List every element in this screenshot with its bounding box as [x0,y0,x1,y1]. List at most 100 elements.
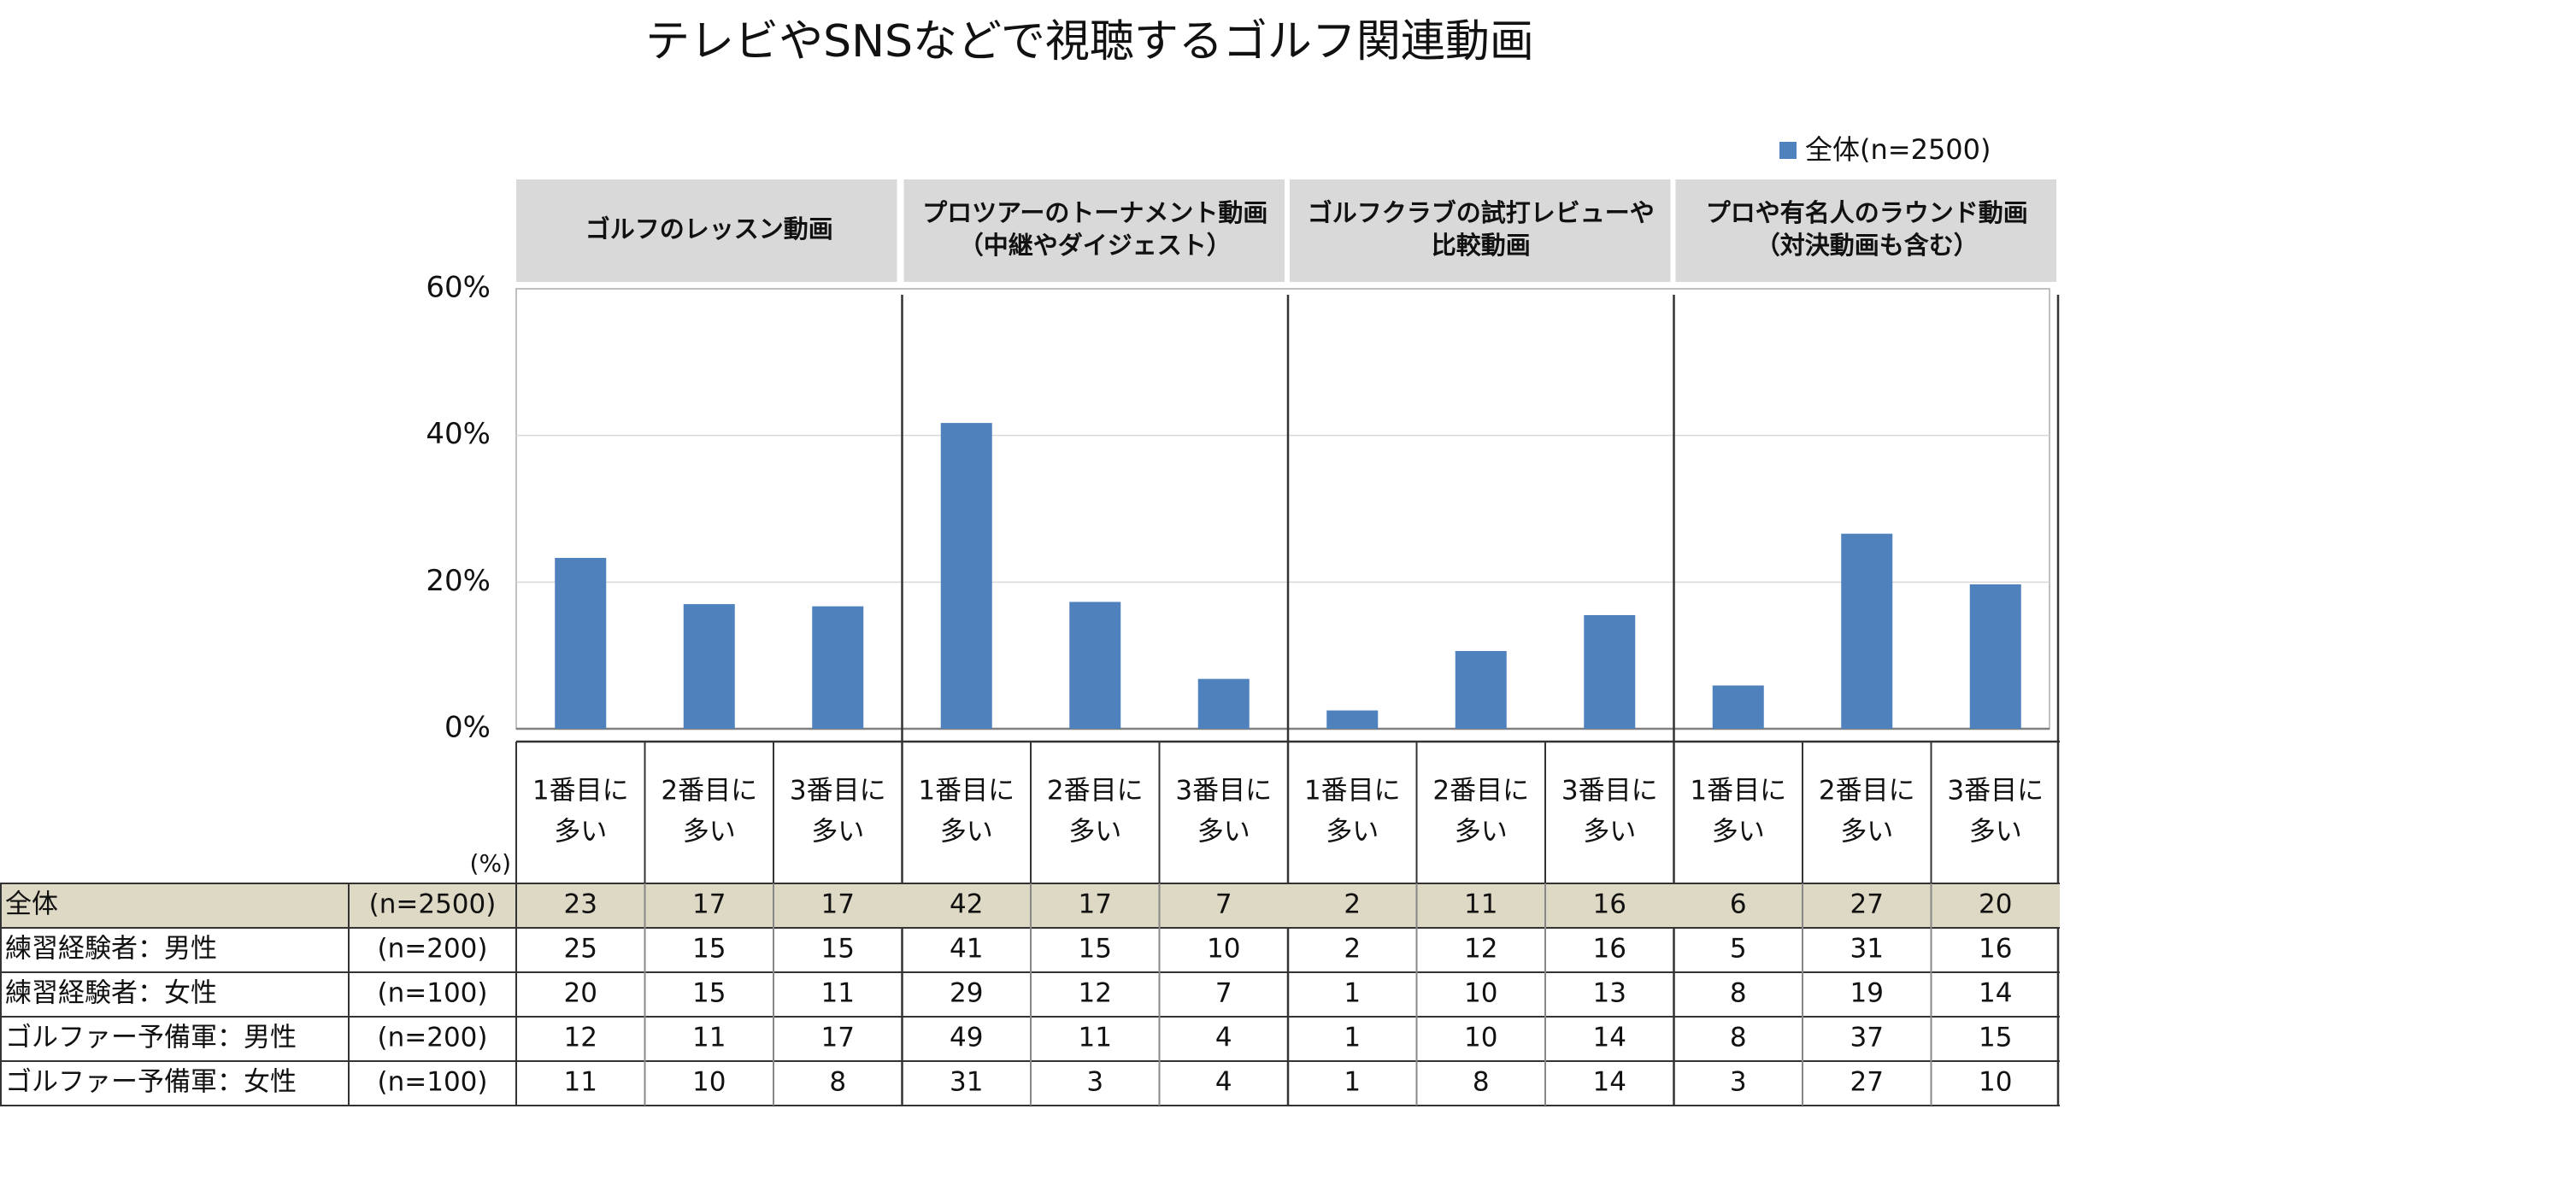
y-tick-label: 20% [426,564,491,598]
group-header-box [903,179,1285,282]
table-cell-value: 10 [1979,1067,2012,1098]
category-label: 多い [1583,817,1636,848]
table-cell-value: 14 [1979,978,2012,1009]
table-cell-value: 20 [564,978,597,1009]
table-cell-value: 8 [829,1067,846,1098]
category-label: 多い [1068,817,1121,848]
group-header-label: （対決動画も含む） [1756,231,1979,260]
bar [555,558,607,729]
table-cell-value: 10 [692,1067,726,1098]
plot-frame [515,288,2050,730]
table-cell-value: 3 [1086,1067,1103,1098]
table-cell-value: 14 [1593,1023,1626,1053]
category-label: 多い [940,817,993,848]
table-cell-value: 13 [1593,978,1626,1009]
table-cell-value: 8 [1730,1023,1747,1053]
bar [1455,651,1507,729]
table-cell-value: 2 [1344,889,1361,920]
table-cell-value: 12 [564,1023,597,1053]
table-cell-value: 1 [1344,1067,1361,1098]
table-cell-value: 4 [1215,1067,1232,1098]
group-header-box [1290,179,1671,282]
category-label: 2番目に [1047,776,1144,807]
table-cell-value: 15 [1079,934,1112,965]
table-cell-value: 29 [950,978,983,1009]
legend-swatch [1779,142,1797,159]
category-label: 2番目に [1432,776,1529,807]
table-cell-value: 27 [1850,889,1884,920]
bar [1712,685,1764,729]
table-cell-value: 12 [1079,978,1112,1009]
table-cell-value: 10 [1464,978,1497,1009]
table-cell-value: 10 [1464,1023,1497,1053]
table-cell-value: 11 [1464,889,1497,920]
group-header-box [1675,179,2056,282]
table-cell-value: 10 [1207,934,1240,965]
category-label: 多い [1969,817,2022,848]
table-cell-value: 4 [1215,1023,1232,1053]
table-cell-value: 17 [821,1023,855,1053]
category-label: 3番目に [1175,776,1272,807]
category-label: 2番目に [661,776,757,807]
category-label: 1番目に [532,776,629,807]
table-cell-value: 11 [821,978,855,1009]
bar [1197,678,1250,729]
table-row-n: (n=100) [378,978,488,1009]
bar [1584,614,1636,729]
table-cell-value: 17 [692,889,726,920]
category-label: 多い [554,817,607,848]
table-cell-value: 1 [1344,978,1361,1009]
table-row-n: (n=200) [378,1023,488,1053]
table-row-label: ゴルファー予備軍：女性 [5,1067,297,1098]
group-header-label: ゴルフクラブの試打レビューや [1308,198,1655,227]
table-cell-value: 17 [1079,889,1112,920]
table-cell-value: 31 [950,1067,983,1098]
category-label: 多い [1840,817,1893,848]
table-cell-value: 15 [821,934,855,965]
table-row-label: 練習経験者：女性 [5,978,217,1009]
y-tick-label: 40% [426,417,491,451]
table-cell-value: 31 [1850,934,1884,965]
table-cell-value: 19 [1850,978,1884,1009]
table-cell-value: 49 [950,1023,983,1053]
category-label: 1番目に [918,776,1015,807]
bar [940,423,992,729]
table-cell-value: 42 [950,889,983,920]
category-label: 3番目に [1947,776,2044,807]
table-cell-value: 7 [1215,889,1232,920]
bar [812,606,864,729]
table-cell-value: 16 [1593,889,1626,920]
table-cell-value: 27 [1850,1067,1884,1098]
table-cell-value: 1 [1344,1023,1361,1053]
category-label: 多い [1455,817,1508,848]
bar [1969,584,2021,729]
category-label: 多い [683,817,736,848]
category-label: 1番目に [1304,776,1401,807]
table-cell-value: 14 [1593,1067,1626,1098]
group-header-label: 比較動画 [1432,231,1531,260]
table-cell-value: 11 [692,1023,726,1053]
group-header-label: プロツアーのトーナメント動画 [922,198,1267,227]
table-cell-value: 6 [1730,889,1747,920]
legend-label: 全体(n=2500) [1805,133,1991,166]
table-row-n: (n=200) [378,934,488,965]
table-cell-value: 11 [1079,1023,1112,1053]
table-cell-value: 16 [1593,934,1626,965]
group-header-box [516,179,897,282]
table-row-label: 全体 [5,889,58,920]
table-cell-value: 15 [1979,1023,2012,1053]
table-cell-value: 8 [1730,978,1747,1009]
table-cell-value: 5 [1730,934,1747,965]
bar [1841,533,1893,729]
category-label: 多い [1712,817,1765,848]
table-cell-value: 16 [1979,934,2012,965]
table-cell-value: 11 [564,1067,597,1098]
category-label: 1番目に [1690,776,1786,807]
table-cell-value: 23 [564,889,597,920]
table-cell-value: 8 [1473,1067,1490,1098]
category-label: 3番目に [790,776,886,807]
table-cell-value: 15 [692,978,726,1009]
chart-title: テレビやSNSなどで視聴するゴルフ関連動画 [645,16,1534,67]
